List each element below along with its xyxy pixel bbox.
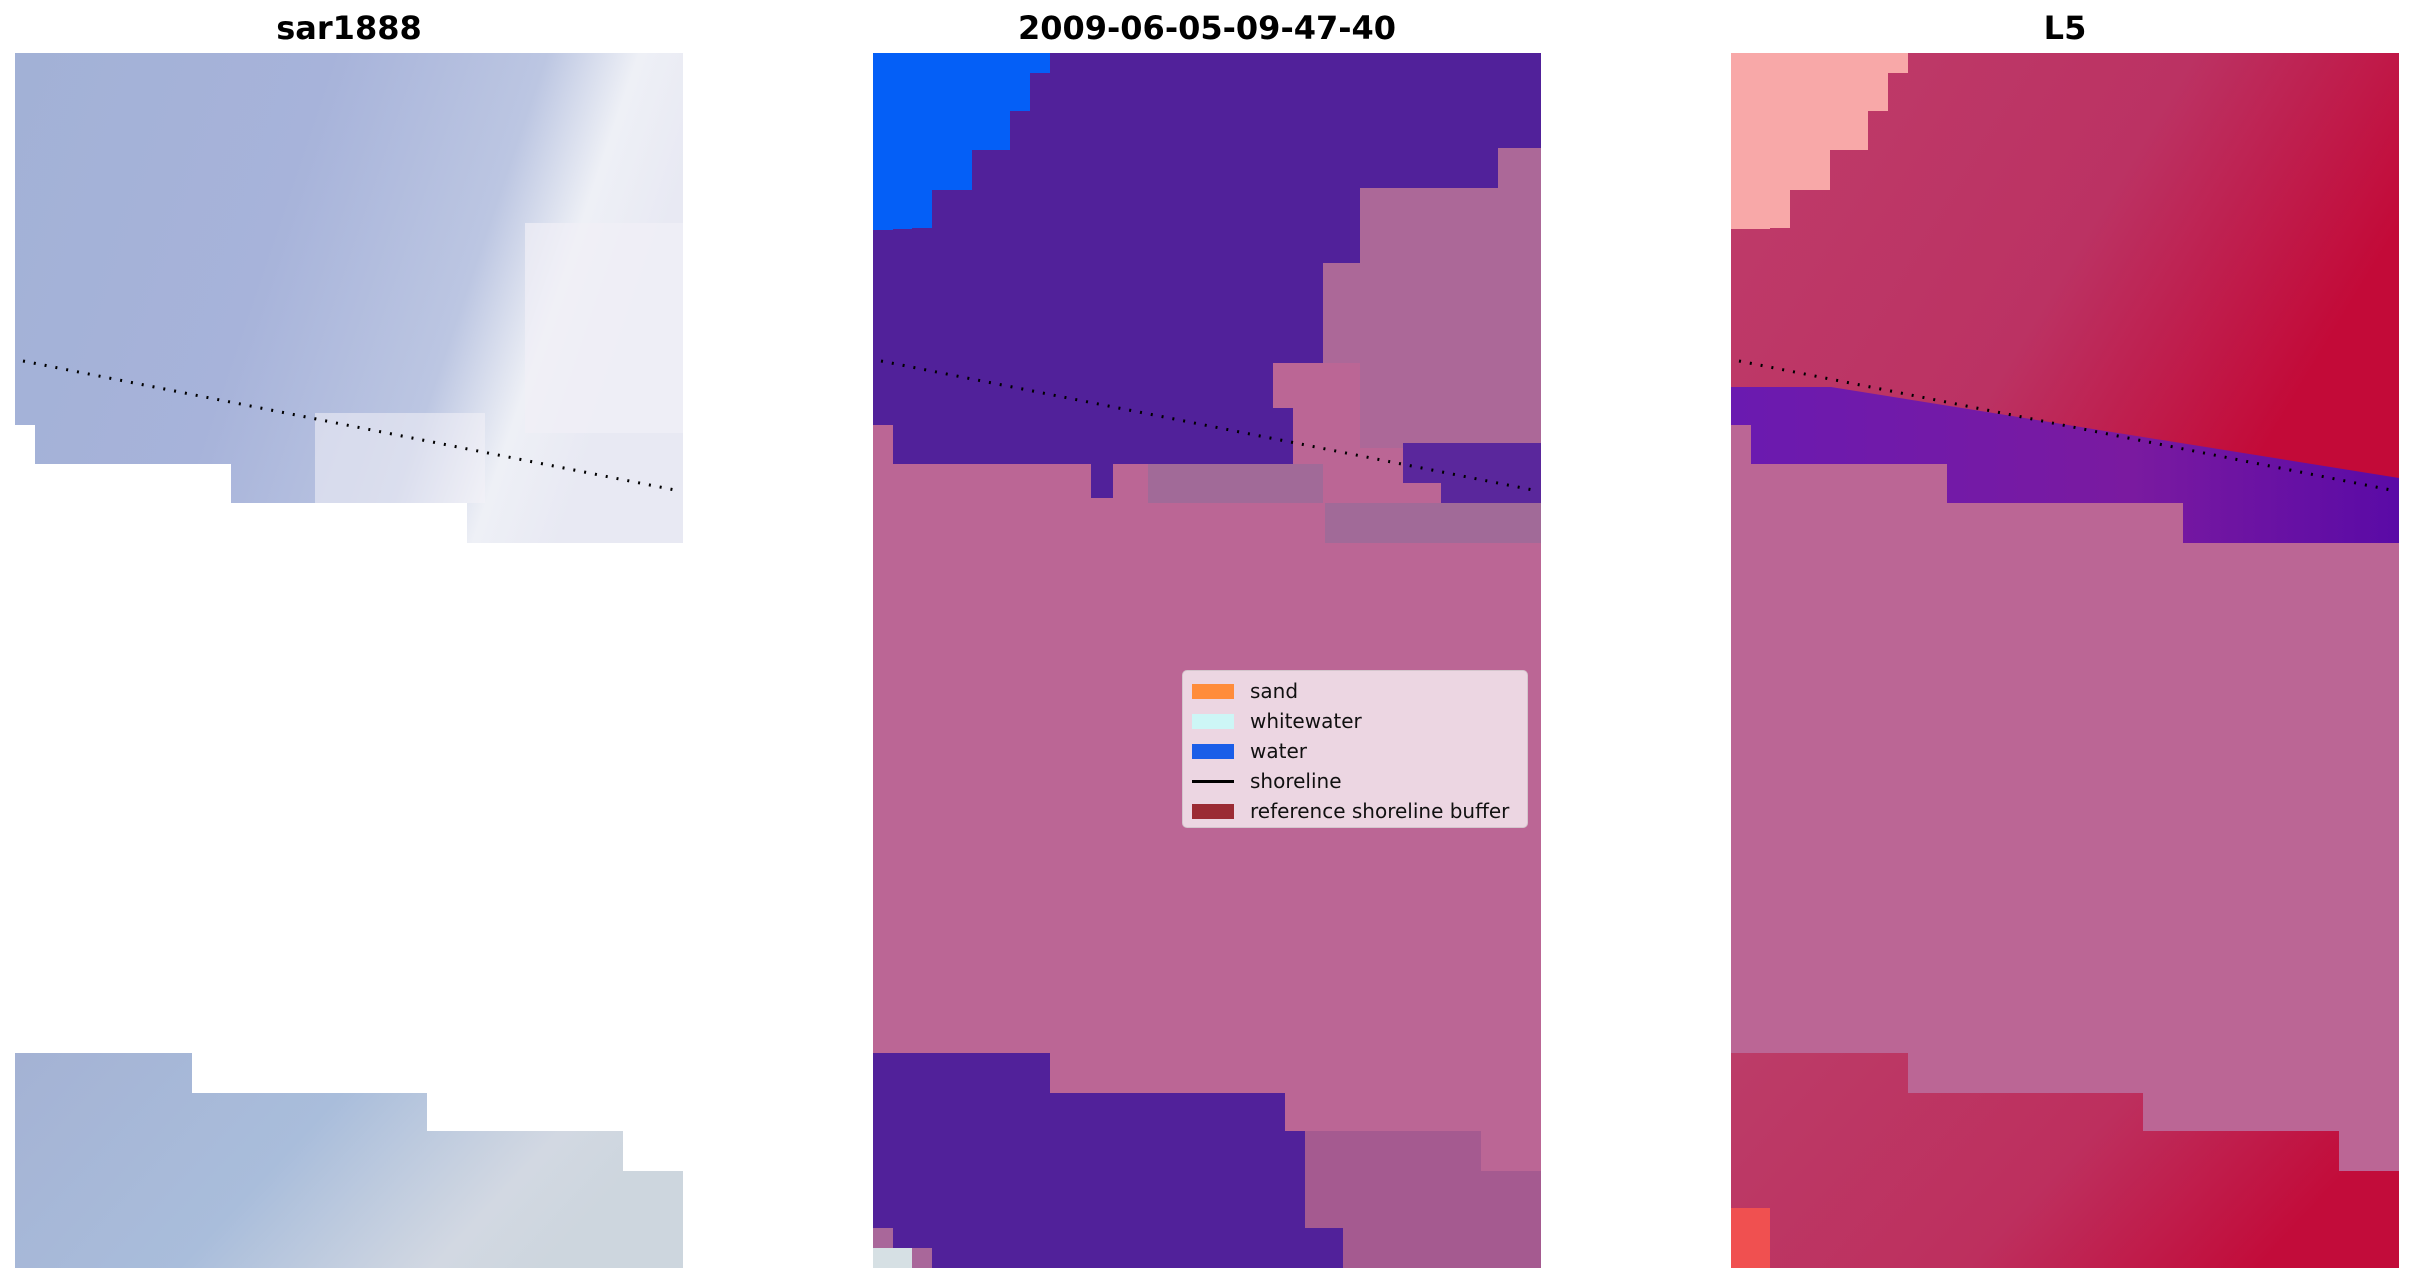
legend-swatch-whitewater bbox=[1192, 713, 1234, 729]
legend-label-sand: sand bbox=[1250, 679, 1299, 703]
image-region-bottom bbox=[15, 1053, 683, 1268]
class-land-mixed bbox=[1148, 464, 1541, 543]
legend-item-water: water bbox=[1183, 736, 1527, 766]
image-region-top bbox=[15, 53, 683, 543]
class-land-lower-right bbox=[1305, 1131, 1541, 1268]
legend-label-water: water bbox=[1250, 739, 1307, 763]
index-purple-band bbox=[1731, 387, 2399, 543]
index-plot bbox=[1731, 53, 2399, 1268]
legend-swatch-shoreline bbox=[1192, 779, 1234, 783]
legend-item-shoreline: shoreline bbox=[1183, 766, 1527, 796]
legend-label-reference-buffer: reference shoreline buffer bbox=[1250, 799, 1510, 823]
panel-title-satellite: L5 bbox=[2043, 9, 2087, 47]
legend-label-shoreline: shoreline bbox=[1250, 769, 1342, 793]
panel-title-image: sar1888 bbox=[276, 9, 422, 47]
legend-item-sand: sand bbox=[1183, 676, 1527, 706]
legend-item-whitewater: whitewater bbox=[1183, 706, 1527, 736]
shoreline-dots bbox=[880, 359, 1534, 492]
class-water-right bbox=[1403, 443, 1541, 503]
legend: sand whitewater water shoreline referenc… bbox=[1182, 670, 1528, 828]
class-whitewater-corner bbox=[873, 1248, 912, 1268]
legend-label-whitewater: whitewater bbox=[1250, 709, 1362, 733]
legend-swatch-water bbox=[1192, 743, 1234, 759]
rgb-image-plot bbox=[15, 53, 683, 1268]
index-red-corner bbox=[1731, 1208, 1770, 1268]
index-pink-corner bbox=[1731, 53, 1908, 229]
legend-item-reference-buffer: reference shoreline buffer bbox=[1183, 796, 1527, 826]
legend-swatch-reference-buffer bbox=[1192, 803, 1234, 819]
class-water-lower bbox=[873, 1053, 1343, 1268]
index-region-top bbox=[1731, 53, 2399, 493]
class-land-right bbox=[1323, 148, 1541, 463]
class-water-blue bbox=[873, 53, 1050, 230]
image-sky-patch bbox=[525, 223, 683, 433]
shoreline-dots bbox=[22, 359, 676, 492]
classification-plot bbox=[873, 53, 1541, 1268]
image-bright-patch bbox=[315, 413, 485, 503]
shoreline-dots bbox=[1738, 359, 2392, 492]
panel-title-date: 2009-06-05-09-47-40 bbox=[1017, 9, 1397, 47]
legend-swatch-sand bbox=[1192, 683, 1234, 699]
index-region-bottom bbox=[1731, 1053, 2399, 1268]
class-water-upper bbox=[873, 53, 1541, 498]
